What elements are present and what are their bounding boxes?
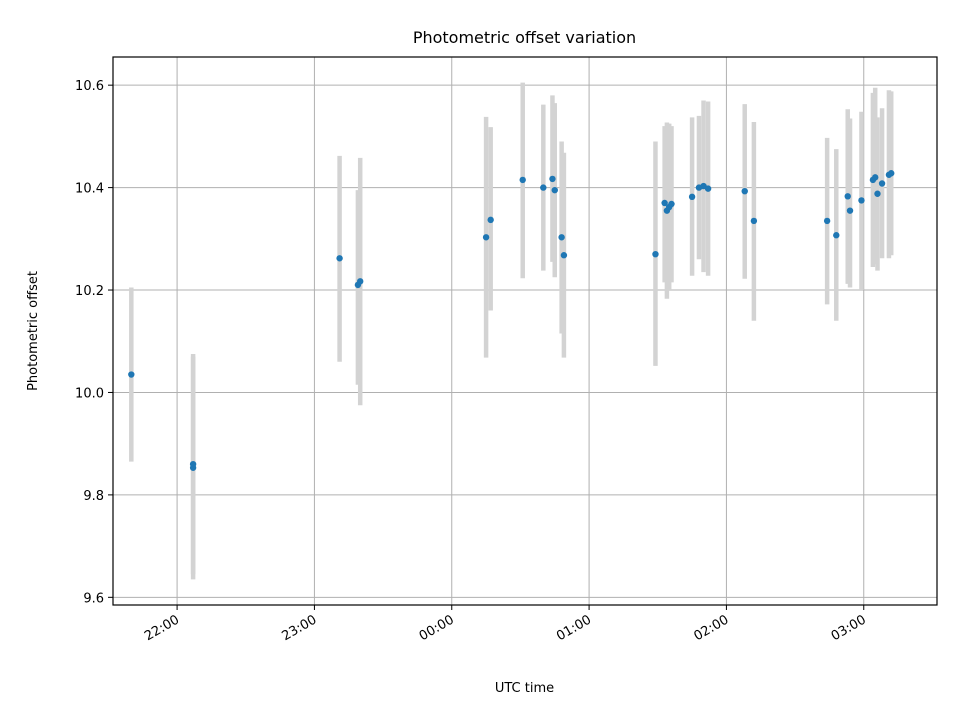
data-point (888, 170, 895, 177)
data-point (668, 200, 675, 208)
x-tick-label: 01:00 (554, 612, 594, 644)
data-point (189, 460, 197, 468)
data-points (128, 170, 895, 471)
data-point (878, 180, 886, 187)
y-tick-label: 9.6 (83, 591, 104, 606)
data-point (549, 175, 556, 183)
x-tick-label: 23:00 (279, 612, 319, 644)
data-point (519, 176, 526, 184)
data-point (558, 234, 565, 241)
data-point (750, 217, 758, 225)
data-point (336, 255, 343, 262)
y-tick-label: 10.0 (75, 386, 104, 401)
data-point (540, 184, 547, 191)
data-point (128, 371, 135, 378)
data-point (688, 193, 696, 201)
data-point (846, 207, 854, 214)
plot-area (112, 56, 938, 606)
y-axis-label: Photometric offset (26, 271, 41, 391)
error-bars (129, 82, 894, 580)
y-tick-label: 10.4 (75, 182, 104, 197)
x-tick-label: 22:00 (142, 612, 182, 644)
chart-title: Photometric offset variation (413, 28, 636, 47)
data-point (741, 187, 748, 195)
data-point (858, 197, 865, 204)
data-point (357, 278, 364, 285)
x-tick-label: 03:00 (829, 612, 869, 644)
y-tick-label: 9.8 (83, 489, 104, 504)
y-axis-ticks: 9.6 9.8 10.0 10.2 10.4 10.6 (75, 79, 113, 606)
data-point (487, 216, 494, 224)
data-point (844, 193, 851, 200)
data-point (560, 252, 568, 259)
data-point (823, 217, 831, 225)
grid-lines (113, 57, 937, 605)
data-point (704, 185, 712, 192)
x-tick-label: 02:00 (691, 612, 731, 644)
y-tick-label: 10.6 (75, 79, 104, 94)
x-tick-label: 00:00 (417, 612, 457, 644)
data-point (652, 250, 659, 258)
x-axis-label: UTC time (495, 681, 554, 696)
y-tick-label: 10.2 (75, 284, 104, 299)
data-point (874, 190, 881, 197)
data-point (833, 232, 840, 239)
data-point (661, 199, 668, 207)
data-point (551, 186, 558, 194)
x-axis-ticks: 22:00 23:00 00:00 01:00 02:00 03:00 (142, 605, 869, 644)
data-point (872, 174, 879, 181)
data-point (482, 234, 490, 241)
